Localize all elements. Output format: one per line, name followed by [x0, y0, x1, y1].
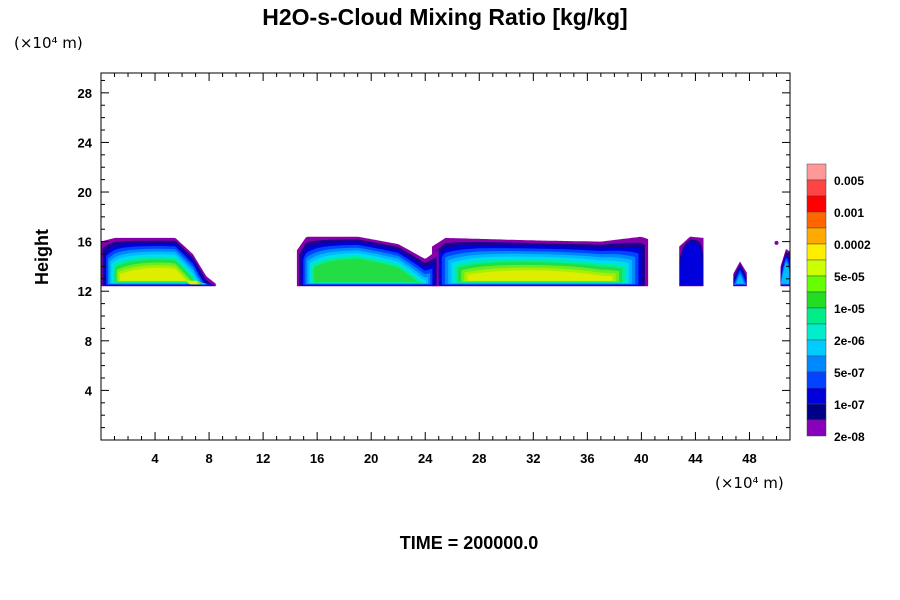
y-axis-label: Height	[32, 229, 52, 285]
x-tick-label: 44	[688, 451, 703, 466]
colorbar-label: 2e-08	[834, 430, 865, 444]
cloud-small-1	[679, 236, 704, 287]
x-tick-label: 28	[472, 451, 486, 466]
cloud-small-3	[780, 249, 790, 287]
y-tick-label: 8	[85, 334, 92, 349]
x-unit-label: (×10⁴ m)	[715, 474, 784, 492]
colorbar-swatch	[806, 211, 827, 229]
colorbar-swatch	[806, 291, 827, 309]
cloud-contour	[313, 258, 422, 285]
colorbar: 0.005 0.001 0.0002 5e-05 1e-05 2e-06 5e-07 1e-0…	[806, 163, 871, 444]
x-tick-label: 36	[580, 451, 594, 466]
colorbar-swatch	[806, 355, 827, 373]
x-tick-label: 4	[151, 451, 159, 466]
x-tick-label: 16	[310, 451, 324, 466]
colorbar-swatch	[806, 179, 827, 197]
y-tick-label: 24	[78, 135, 93, 150]
colorbar-label: 0.005	[834, 174, 864, 188]
y-tick-label: 28	[78, 86, 92, 101]
colorbar-swatch	[806, 387, 827, 405]
colorbar-label: 1e-07	[834, 398, 865, 412]
colorbar-label: 2e-06	[834, 334, 865, 348]
x-tick-label: 12	[256, 451, 270, 466]
x-tick-label: 8	[205, 451, 212, 466]
colorbar-swatch	[806, 339, 827, 357]
colorbar-swatch	[806, 195, 827, 213]
chart-title: H2O-s-Cloud Mixing Ratio [kg/kg]	[262, 4, 627, 30]
colorbar-swatch	[806, 419, 827, 437]
x-tick-label: 24	[418, 451, 433, 466]
colorbar-label: 5e-05	[834, 270, 865, 284]
cloud-center	[431, 236, 649, 287]
x-tick-label: 20	[364, 451, 378, 466]
cloud-center-left	[296, 236, 439, 287]
y-tick-label: 20	[78, 185, 92, 200]
time-label: TIME = 200000.0	[400, 533, 539, 553]
cloud-contour	[467, 270, 613, 285]
colorbar-label: 0.001	[834, 206, 864, 220]
y-unit-label: (×10⁴ m)	[14, 34, 83, 52]
cloud-field	[101, 236, 790, 287]
colorbar-swatch	[806, 403, 827, 421]
colorbar-swatch	[806, 323, 827, 341]
cloud-contour	[119, 267, 197, 285]
cloud-small-2	[733, 261, 747, 287]
cloud-dot	[774, 240, 779, 245]
cloud-contour	[734, 275, 746, 285]
cloud-contour	[679, 242, 703, 286]
colorbar-swatch	[806, 243, 827, 261]
colorbar-swatch	[806, 275, 827, 293]
x-tick-label: 40	[634, 451, 648, 466]
colorbar-swatch	[806, 227, 827, 245]
colorbar-label: 5e-07	[834, 366, 865, 380]
colorbar-label: 1e-05	[834, 302, 865, 316]
cloud-left	[101, 237, 216, 287]
y-tick-label: 4	[85, 383, 93, 398]
colorbar-swatch	[806, 163, 827, 181]
colorbar-swatch	[806, 371, 827, 389]
colorbar-swatch	[806, 259, 827, 277]
plot-frame	[100, 72, 791, 441]
colorbar-swatch	[806, 307, 827, 325]
y-tick-label: 16	[78, 235, 92, 250]
y-tick-label: 12	[78, 284, 92, 299]
colorbar-label: 0.0002	[834, 238, 871, 252]
x-tick-label: 32	[526, 451, 540, 466]
x-tick-label: 48	[742, 451, 756, 466]
